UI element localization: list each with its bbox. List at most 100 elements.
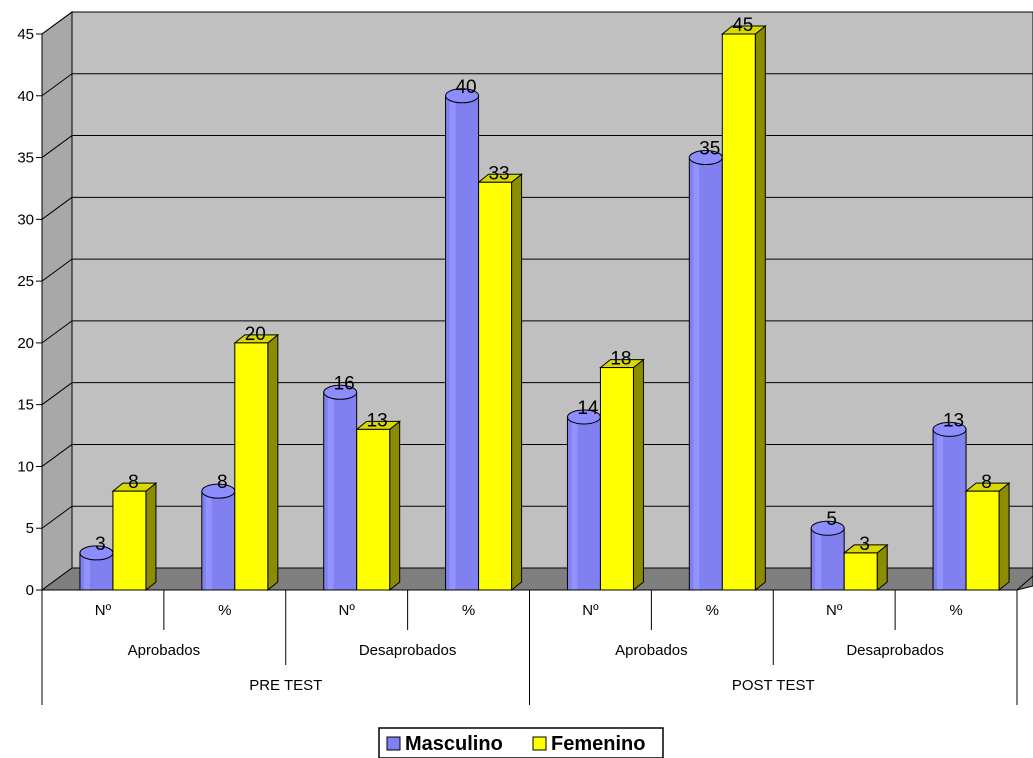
data-label: 20 bbox=[245, 324, 266, 345]
data-label: 14 bbox=[577, 398, 599, 419]
x-category-label: Nº bbox=[582, 602, 599, 619]
data-label: 40 bbox=[455, 77, 476, 98]
legend-swatch-masculino bbox=[386, 736, 401, 751]
x-category-label: Nº bbox=[339, 602, 356, 619]
bar-masculino-5 bbox=[688, 150, 723, 591]
bar-front bbox=[843, 552, 878, 591]
bar-highlight bbox=[449, 95, 456, 591]
data-label: 13 bbox=[367, 410, 388, 431]
x-category-label: % bbox=[949, 602, 962, 619]
legend-label-masculino: Masculino bbox=[405, 733, 503, 755]
gridline-side bbox=[41, 258, 73, 282]
bars bbox=[79, 24, 1011, 592]
gridline-side bbox=[41, 505, 73, 529]
bar-front bbox=[478, 181, 513, 591]
bar-side bbox=[754, 24, 766, 592]
legend-box bbox=[378, 727, 664, 758]
bar-highlight bbox=[205, 491, 212, 590]
bar-front bbox=[721, 33, 756, 591]
bar-cap bbox=[445, 88, 480, 104]
x-axis-depth-line bbox=[1016, 575, 1033, 591]
data-label: 16 bbox=[334, 373, 355, 394]
legend-swatch-femenino bbox=[532, 736, 547, 751]
gridline-side bbox=[41, 135, 73, 158]
bar-highlight bbox=[693, 157, 700, 591]
bar-femenino-5 bbox=[720, 24, 767, 592]
gridline-side bbox=[41, 11, 73, 35]
bar-cap bbox=[932, 421, 967, 437]
data-label: 13 bbox=[943, 410, 964, 431]
y-tick-label: 20 bbox=[17, 335, 34, 352]
y-tick-label: 40 bbox=[17, 88, 34, 105]
bar-side bbox=[632, 358, 644, 592]
bar-front bbox=[234, 342, 269, 591]
bar-side bbox=[389, 420, 401, 592]
data-label: 18 bbox=[610, 349, 631, 370]
data-labels: 3 8 8 20 16 13 40 33 14 18 35 45 5 3 13 8 bbox=[95, 15, 992, 555]
gridlines bbox=[41, 11, 1033, 529]
data-label: 5 bbox=[826, 509, 837, 530]
bar-masculino-7 bbox=[932, 421, 967, 591]
bar-highlight bbox=[937, 429, 944, 590]
y-tick-label: 15 bbox=[17, 397, 34, 414]
plot-wall bbox=[40, 11, 1033, 591]
bar-highlight bbox=[83, 552, 90, 590]
bar-masculino-1 bbox=[201, 483, 236, 591]
bar-femenino-6 bbox=[842, 543, 889, 592]
gridline-side bbox=[41, 196, 73, 220]
bar-masculino-4 bbox=[566, 409, 601, 591]
y-tick-label: 0 bbox=[26, 582, 34, 599]
x-category-label: % bbox=[462, 602, 475, 619]
data-label: 33 bbox=[488, 163, 509, 184]
x-category-label: Nº bbox=[95, 602, 112, 619]
bar-front bbox=[112, 490, 147, 591]
bar-side bbox=[998, 482, 1010, 592]
y-tick-label: 25 bbox=[17, 273, 34, 290]
bar-femenino-1 bbox=[233, 333, 280, 592]
gridline-side bbox=[41, 382, 73, 406]
bar-front bbox=[356, 428, 391, 591]
y-tick-label: 5 bbox=[26, 520, 34, 537]
x-group-label: Desaprobados bbox=[846, 642, 944, 659]
x-group-label: Aprobados bbox=[615, 642, 688, 659]
legend: Masculino Femenino bbox=[378, 727, 664, 758]
data-label: 3 bbox=[859, 534, 870, 555]
x-category-label: Nº bbox=[826, 602, 843, 619]
data-label: 35 bbox=[699, 139, 720, 160]
bar-masculino-3 bbox=[445, 88, 480, 591]
data-label: 3 bbox=[95, 534, 106, 555]
bar-side bbox=[511, 173, 523, 592]
y-axis: 0 5 10 15 20 25 30 35 40 45 bbox=[17, 26, 43, 599]
bar-masculino-6 bbox=[810, 520, 845, 591]
y-tick-label: 35 bbox=[17, 150, 34, 167]
bar-side bbox=[145, 482, 157, 592]
gridline-side bbox=[41, 73, 73, 97]
bar-highlight bbox=[571, 417, 578, 590]
bar-cap bbox=[323, 384, 358, 400]
x-category-label: % bbox=[706, 602, 719, 619]
bar-cap bbox=[810, 520, 845, 536]
x-group-label: Aprobados bbox=[128, 642, 201, 659]
gridline-side bbox=[41, 320, 73, 344]
x-group-label: Desaprobados bbox=[359, 642, 457, 659]
bar-highlight bbox=[327, 392, 334, 590]
x-axis: Nº% Nº% Nº% Nº % Aprobados Desaprobados Aprobad… bbox=[41, 575, 1033, 705]
bar-femenino-4 bbox=[599, 358, 645, 592]
bar-front bbox=[599, 367, 634, 591]
bar-femenino-0 bbox=[111, 482, 158, 592]
gridline-side bbox=[41, 444, 73, 467]
data-label: 8 bbox=[128, 472, 139, 493]
bar-masculino-2 bbox=[323, 384, 358, 591]
y-tick-label: 30 bbox=[17, 211, 34, 228]
bar-femenino-3 bbox=[477, 173, 523, 592]
data-label: 8 bbox=[217, 472, 228, 493]
bar-side bbox=[267, 333, 279, 592]
x-supergroup-label: PRE TEST bbox=[249, 677, 322, 694]
data-label: 45 bbox=[732, 15, 753, 36]
legend-label-femenino: Femenino bbox=[551, 733, 645, 755]
bar-femenino-7 bbox=[964, 482, 1011, 592]
back-wall bbox=[71, 11, 1033, 569]
data-label: 8 bbox=[981, 472, 992, 493]
bar-highlight bbox=[815, 528, 822, 590]
